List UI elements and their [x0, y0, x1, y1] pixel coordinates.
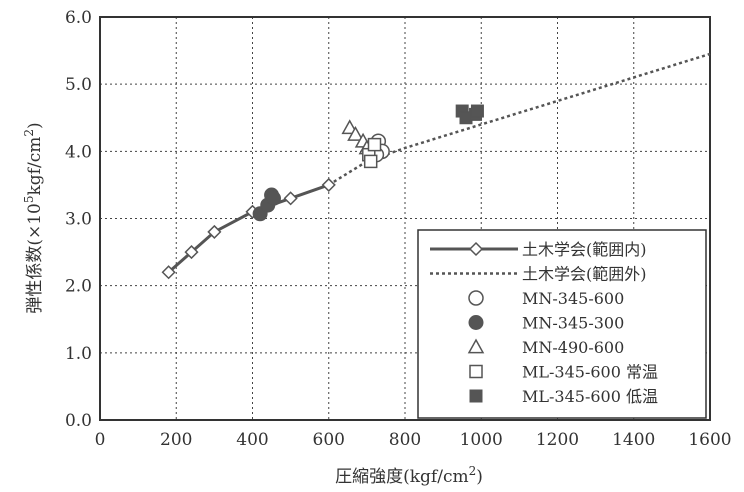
legend-label: MN-345-600	[522, 289, 624, 308]
legend-box	[417, 229, 707, 419]
y-tick-label: 2.0	[65, 277, 92, 297]
data-point-filled-square	[469, 389, 483, 403]
data-point-open-triangle	[467, 338, 485, 354]
series-layer	[161, 52, 711, 280]
legend-label: 土木学会(範囲外)	[522, 265, 647, 284]
legend-item: 土木学会(範囲内)	[430, 240, 647, 259]
x-tick-label: 1200	[536, 430, 579, 450]
data-point-filled-circle	[468, 315, 484, 330]
data-point-filled-circle	[265, 190, 281, 206]
series-line-in-range	[167, 183, 330, 274]
data-point-diamond	[283, 191, 298, 206]
legend-item: 土木学会(範囲外)	[430, 265, 647, 284]
y-tick-label: 4.0	[65, 142, 92, 162]
y-axis-title: 弾性係数(×105kgf/cm2)	[22, 122, 45, 313]
x-tick-label: 1600	[688, 430, 731, 450]
x-tick-label: 0	[95, 430, 106, 450]
data-point-diamond	[184, 245, 199, 260]
legend-item: ML-345-600 常温	[469, 363, 658, 382]
legend-label: ML-345-600 低温	[522, 387, 658, 406]
x-tick-label: 400	[236, 430, 268, 450]
legend-item: MN-345-300	[468, 314, 624, 333]
legend: 土木学会(範囲内) 土木学会(範囲外) MN-345-600 MN-345-300 MN…	[417, 229, 707, 419]
x-tick-label: 200	[160, 430, 192, 450]
legend-item: MN-490-600	[467, 338, 624, 357]
legend-item: ML-345-600 低温	[469, 387, 658, 406]
y-tick-label: 5.0	[65, 75, 92, 95]
data-point-filled-square	[470, 104, 484, 118]
y-tick-label: 6.0	[65, 8, 92, 28]
y-tick-label: 3.0	[65, 210, 92, 230]
data-point-diamond	[207, 224, 222, 239]
x-tick-label: 1000	[460, 430, 503, 450]
y-tick-labels: 0.0 1.0 2.0 3.0 4.0 5.0 6.0	[65, 8, 92, 431]
data-point-diamond	[321, 177, 336, 192]
data-point-diamond	[468, 241, 484, 257]
x-tick-label: 800	[389, 430, 421, 450]
x-axis-title: 圧縮強度(kgf/cm2)	[335, 464, 483, 487]
series-line-out-of-range	[328, 52, 711, 186]
data-point-open-circle	[468, 290, 484, 306]
legend-label: MN-490-600	[522, 338, 624, 357]
x-tick-labels: 0 200 400 600 800 1000 1200 1400 1600	[95, 430, 732, 450]
data-point-diamond	[161, 265, 176, 280]
x-tick-label: 1400	[612, 430, 655, 450]
plot-frame	[99, 16, 711, 421]
data-point-open-square	[363, 154, 378, 169]
data-point-open-square	[367, 137, 382, 152]
data-point-open-square	[469, 364, 483, 379]
legend-label: ML-345-600 常温	[522, 363, 658, 382]
legend-label: 土木学会(範囲内)	[522, 240, 647, 259]
legend-label: MN-345-300	[522, 314, 624, 333]
data-point-open-triangle	[347, 125, 364, 141]
x-tick-label: 600	[313, 430, 345, 450]
y-tick-label: 0.0	[65, 411, 92, 431]
y-tick-label: 1.0	[65, 344, 92, 364]
legend-item: MN-345-600	[468, 289, 624, 308]
